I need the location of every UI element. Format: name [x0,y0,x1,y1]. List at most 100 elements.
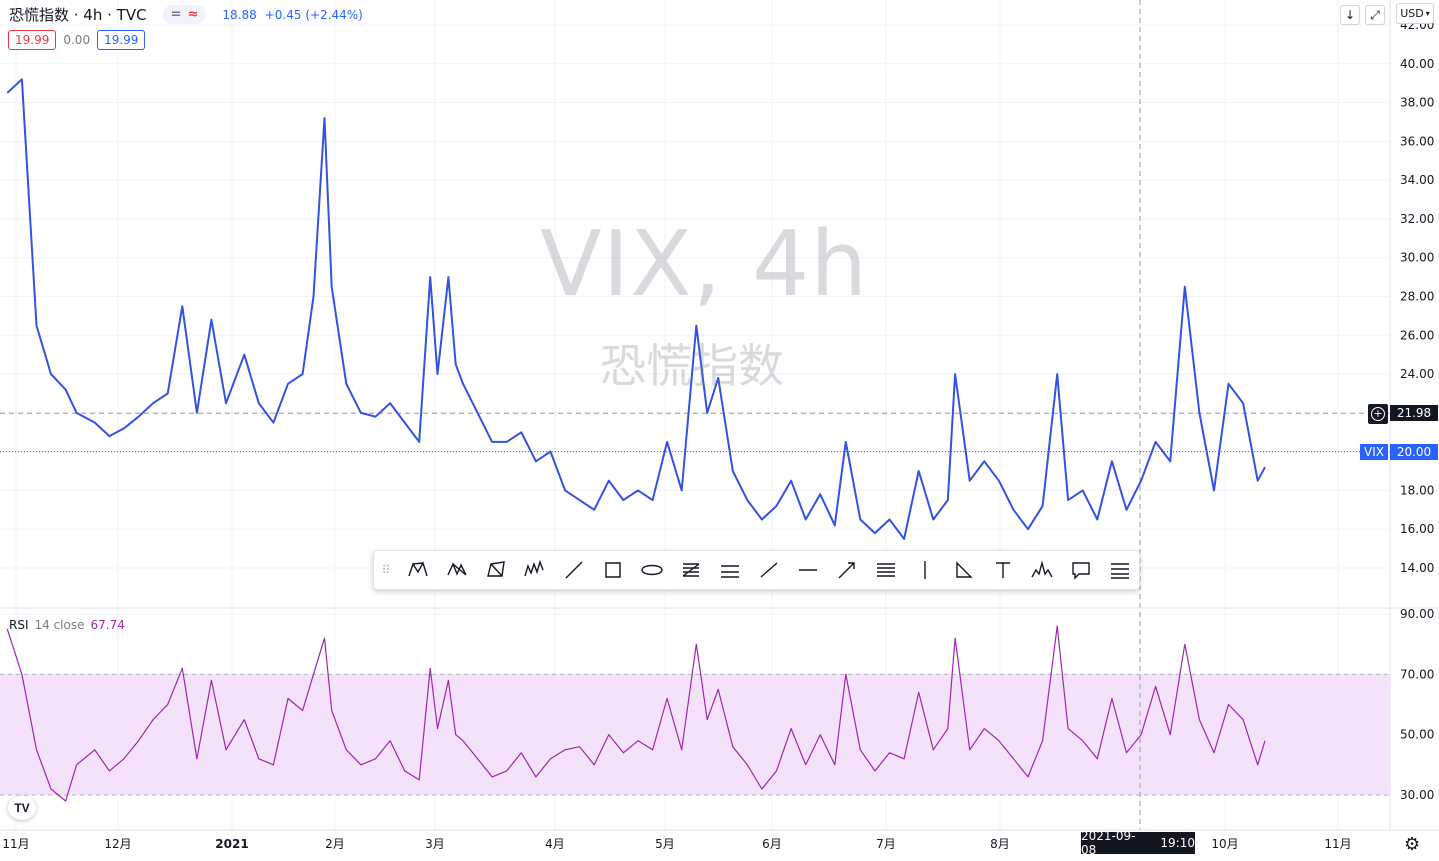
spread-value: 0.00 [63,33,91,47]
triangle-icon [955,561,973,578]
crosshair-time-label: 2021-09-08 19:10 [1081,829,1195,857]
cypher-pattern-icon [446,562,467,576]
price-tick-label: 18.00 [1400,483,1434,497]
ellipse-tool[interactable] [632,551,671,589]
price-tick-label: 34.00 [1400,173,1434,187]
time-tick-label: 5月 [655,837,675,851]
download-icon[interactable]: ↓ [1340,5,1360,25]
crosshair-time: 19:10 [1160,836,1195,850]
text-tool[interactable] [983,551,1022,589]
parallel-channel-tool[interactable] [710,551,749,589]
symbol-title[interactable]: 恐慌指数 · 4h · TVC [9,6,147,24]
add-alert-button[interactable]: + [1368,404,1388,424]
time-tick-label: 10月 [1211,837,1238,851]
tradingview-logo-icon[interactable]: TV [8,796,36,820]
plus-icon: + [1371,407,1385,421]
time-tick-label: 12月 [104,837,131,851]
price-tick-label: 16.00 [1400,522,1434,536]
legend-controls[interactable]: = ≈ [162,5,207,24]
time-tick-label: 4月 [545,837,565,851]
watermark-description: 恐慌指数 [600,339,784,393]
fullscreen-icon[interactable]: ⤢ [1365,5,1385,25]
time-tick-label: 11月 [1324,837,1351,851]
fib-channel-icon [1110,563,1129,579]
trend-line-tool[interactable] [554,551,593,589]
rsi-tick-label: 90.00 [1400,607,1434,621]
price-tick-label: 40.00 [1400,57,1434,71]
ray-tool[interactable] [749,551,788,589]
crosshair-date: 2021-09-08 [1081,829,1136,857]
rectangle-icon [604,562,621,578]
time-scale[interactable]: 11月 12月 2021 2月 3月 4月 5月 6月 7月 8月 10月 11月 [2,837,1351,851]
xabcd-pattern-tool[interactable] [398,551,437,589]
price-tick-label: 26.00 [1400,328,1434,342]
fib-retracement-icon [682,563,699,577]
head-shoulders-tool[interactable] [1022,551,1061,589]
gear-icon[interactable]: ⚙ [1404,834,1421,855]
rsi-scale[interactable]: 90.00 70.00 50.00 30.00 [1400,607,1434,802]
fib-retracement-tool[interactable] [671,551,710,589]
time-tick-label: 6月 [762,837,782,851]
time-tick-label: 3月 [425,837,445,851]
price-line [6,78,1266,540]
time-tick-label: 2021 [215,837,248,851]
rsi-params: 14 close [34,618,85,632]
time-tick-label: 7月 [876,837,896,851]
rsi-legend: RSI 14 close 67.74 [9,618,125,632]
price-tick-label: 28.00 [1400,290,1434,304]
xabcd-pattern-icon [407,561,428,577]
three-drives-icon [523,559,544,577]
watermark-symbol: VIX, 4h [540,212,869,317]
price-tick-label: 24.00 [1400,367,1434,381]
horizontal-line-icon [798,569,817,571]
vertical-line-tool[interactable] [905,551,944,589]
wave-icon[interactable]: ≈ [187,7,199,22]
equals-icon[interactable]: = [170,7,182,22]
price-scale[interactable]: 42.0040.0038.0036.0034.0032.0030.0028.00… [1400,18,1434,575]
three-drives-tool[interactable] [515,551,554,589]
fib-channel-tool[interactable] [1100,551,1139,589]
head-shoulders-icon [1030,560,1053,578]
last-price: 18.88 [222,7,257,22]
rsi-label[interactable]: RSI [9,618,29,632]
text-icon [995,562,1010,578]
time-tick-label: 2月 [325,837,345,851]
buy-button[interactable]: 19.99 [97,30,146,50]
symbol-name-label: VIX [1360,444,1388,460]
time-tick-label: 11月 [2,837,29,851]
price-change: +0.45 (+2.44%) [264,7,363,22]
vertical-line-icon [923,561,926,579]
rsi-tick-label: 70.00 [1400,667,1434,681]
price-tick-label: 14.00 [1400,561,1434,575]
currency-label: USD [1400,7,1424,20]
callout-icon [1071,562,1090,580]
trend-line-icon [565,561,582,579]
arrow-icon [838,562,855,579]
legend-header: 恐慌指数 · 4h · TVC = ≈ 18.88 +0.45 (+2.44%) [9,4,363,25]
drag-handle-icon[interactable]: ⠿ [381,563,391,577]
rsi-tick-label: 50.00 [1400,728,1434,742]
price-tick-label: 32.00 [1400,212,1434,226]
crosshair-price-label: 21.98 [1390,405,1438,421]
parallel-channel-icon [720,565,739,578]
triangle-tool[interactable] [944,551,983,589]
abcd-pattern-icon [486,561,505,577]
symbol-price-label: 20.00 [1390,444,1438,460]
chevron-down-icon: ▾ [1425,9,1430,18]
arrow-tool[interactable] [827,551,866,589]
cypher-pattern-tool[interactable] [437,551,476,589]
rectangle-tool[interactable] [593,551,632,589]
horizontal-line-tool[interactable] [788,551,827,589]
rsi-value: 67.74 [90,618,125,632]
sell-button[interactable]: 19.99 [8,30,57,50]
price-tick-label: 36.00 [1400,134,1434,148]
rsi-tick-label: 30.00 [1400,788,1434,802]
trade-buttons: 19.99 0.00 19.99 [8,30,146,50]
rsi-line [6,625,1266,802]
abcd-pattern-tool[interactable] [476,551,515,589]
horizontal-lines-tool[interactable] [866,551,905,589]
currency-select[interactable]: USD ▾ [1396,3,1434,24]
price-tick-label: 30.00 [1400,251,1434,265]
callout-tool[interactable] [1061,551,1100,589]
